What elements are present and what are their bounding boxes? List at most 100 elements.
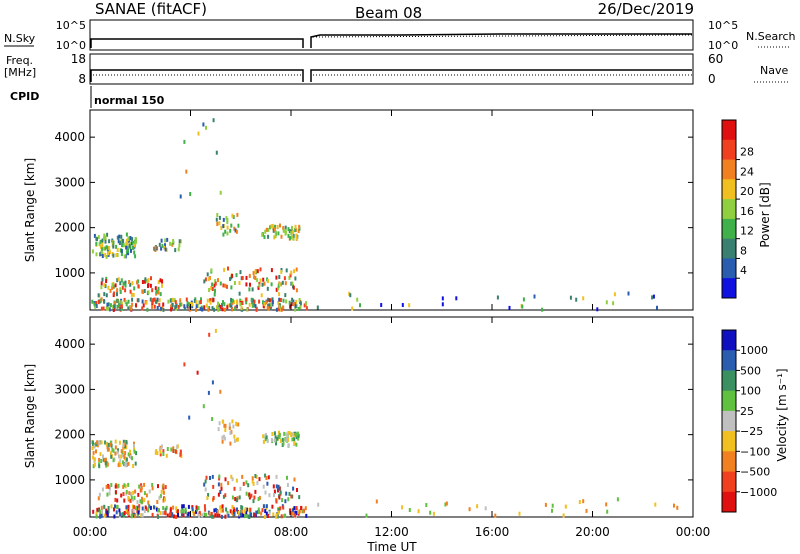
cell-0-0-31	[125, 232, 128, 237]
cell-1-5-62	[285, 491, 288, 496]
cell-1-6-240	[233, 512, 236, 516]
cell-1-4-35	[107, 484, 110, 489]
cell-0-6-154	[303, 303, 306, 308]
cbar-label-1-6: −500	[740, 466, 770, 479]
cell-1-6-127	[125, 505, 128, 510]
cell-1-6-37	[282, 505, 285, 510]
cbar-swatch-1-8	[722, 491, 736, 513]
cell-0-6-248	[253, 299, 256, 304]
cell-0-2-8	[226, 225, 229, 230]
cbar-swatch-0-4	[722, 199, 736, 220]
cell-0-2-19	[220, 225, 223, 230]
cell-1-6-112	[177, 512, 179, 517]
cell-0-0-109	[96, 237, 98, 242]
cell-0-2-15	[218, 215, 221, 220]
cell-0-5-3	[206, 272, 209, 277]
cell-0-5-62	[211, 287, 214, 291]
cell-0-0-83	[131, 237, 134, 241]
cell-0-0-91	[91, 249, 94, 254]
cell-1-6-251	[157, 508, 160, 513]
cell-1-5-73	[278, 495, 281, 500]
cell-0-6-239	[270, 302, 273, 307]
cell-1-5-4	[264, 473, 267, 478]
cell-1-4-43	[160, 489, 163, 494]
cell-1-4-56	[137, 492, 140, 497]
cell-0-6-224	[245, 297, 248, 302]
cell-1-4-19	[122, 484, 125, 489]
cell-1-1-22	[174, 449, 177, 454]
cell-0-6-199	[246, 307, 249, 312]
cell-0-0-54	[95, 252, 98, 257]
cell-1-4-24	[162, 498, 165, 503]
cell-0-4-31	[104, 284, 107, 289]
cell-0-5-88	[285, 268, 288, 273]
cell-0-3-13	[272, 228, 275, 233]
cell-0-6-208	[95, 304, 98, 308]
cell-1-6-164	[136, 505, 139, 510]
cell-0-4-64	[100, 285, 103, 290]
cell-0-0-104	[128, 243, 131, 248]
cell-0-5-35	[208, 276, 211, 280]
cell-1-8-9	[616, 497, 619, 502]
cell-0-6-256	[179, 302, 182, 307]
cell-0-5-13	[288, 275, 291, 280]
cell-0-0-6	[129, 236, 132, 240]
cell-0-6-63	[156, 297, 159, 302]
cell-0-0-81	[133, 243, 135, 248]
cell-1-3-41	[262, 434, 265, 439]
cell-1-6-57	[107, 506, 110, 510]
cell-1-0-74	[111, 447, 114, 452]
cell-0-6-221	[291, 297, 294, 302]
cell-0-6-242	[112, 305, 115, 309]
noise-traces	[90, 33, 693, 48]
cell-0-6-25	[221, 307, 224, 312]
cell-1-6-102	[298, 509, 301, 514]
cell-1-5-45	[266, 481, 269, 486]
cell-1-7-0	[219, 389, 222, 394]
cell-1-3-48	[273, 431, 276, 436]
cell-1-3-40	[293, 441, 296, 446]
cell-1-6-217	[203, 512, 206, 517]
cell-1-6-26	[97, 508, 100, 513]
cell-0-1-5	[179, 239, 182, 244]
cell-1-1-21	[154, 450, 157, 455]
cell-0-5-41	[290, 270, 293, 275]
cell-1-6-16	[162, 506, 165, 510]
date-title: 26/Dec/2019	[598, 0, 694, 18]
cell-1-6-202	[169, 508, 172, 513]
xtick-label-0: 00:00	[73, 525, 108, 539]
cell-1-5-31	[272, 484, 275, 489]
cell-1-4-2	[130, 491, 132, 496]
cell-0-6-210	[125, 302, 128, 307]
cell-1-4-65	[125, 489, 128, 494]
cell-1-3-6	[291, 437, 294, 442]
cell-1-6-244	[127, 511, 129, 516]
cell-1-6-126	[176, 509, 179, 514]
xtick-label-5: 20:00	[575, 525, 610, 539]
cell-1-6-170	[166, 513, 169, 518]
cell-0-3-0	[291, 225, 293, 230]
cell-1-4-27	[164, 485, 167, 490]
cell-1-5-88	[218, 474, 221, 479]
cell-0-0-90	[118, 234, 121, 239]
cell-0-6-156	[116, 304, 119, 309]
cell-1-0-73	[110, 443, 113, 448]
cell-0-6-122	[91, 299, 94, 304]
cbar-label-0-3: 16	[740, 205, 754, 218]
cbar-swatch-1-3	[722, 390, 736, 412]
cell-1-5-26	[281, 498, 284, 503]
cell-1-6-90	[123, 511, 126, 515]
cell-0-8-17	[455, 296, 458, 301]
cell-0-6-247	[162, 302, 165, 307]
cell-0-6-202	[292, 301, 295, 306]
cell-1-8-7	[401, 505, 404, 510]
cbar-label-1-3: 25	[740, 405, 754, 418]
cell-0-0-74	[103, 233, 106, 238]
cell-1-0-60	[132, 464, 135, 468]
cell-0-8-8	[613, 292, 616, 297]
cell-0-5-32	[295, 288, 298, 293]
cell-0-6-94	[137, 298, 140, 303]
cell-1-0-33	[92, 464, 95, 469]
cell-1-0-83	[127, 461, 130, 466]
